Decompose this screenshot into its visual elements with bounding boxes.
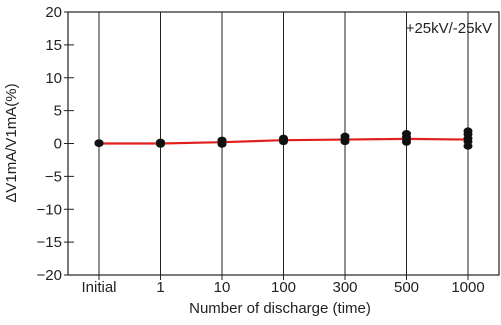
data-point xyxy=(463,127,473,135)
y-tick-label: −15 xyxy=(37,234,62,251)
x-axis-title: Number of discharge (time) xyxy=(189,300,371,317)
x-tick-label: 1000 xyxy=(451,279,484,296)
y-tick-label: −5 xyxy=(45,168,62,185)
x-tick-label: Initial xyxy=(81,279,116,296)
point-layer xyxy=(94,127,473,150)
tick-layer: Initial 1 10 100 300 500 1000 −20 −15 −10 −5 0 5 10 15… xyxy=(37,4,485,296)
y-tick-label: −20 xyxy=(37,267,62,284)
data-point xyxy=(217,136,227,144)
x-tick-label: 10 xyxy=(214,279,231,296)
y-tick-label: 20 xyxy=(45,4,62,21)
y-tick-label: 5 xyxy=(54,103,62,120)
y-axis-title: ΔV1mA/V1mA(%) xyxy=(3,83,20,202)
x-tick-label: 500 xyxy=(394,279,419,296)
annotation: +25kV/-25kV xyxy=(406,20,492,37)
y-tick-label: 10 xyxy=(45,70,62,87)
data-point xyxy=(402,130,411,138)
data-point xyxy=(279,134,288,142)
y-tick-label: −10 xyxy=(37,201,62,218)
data-point xyxy=(156,138,165,146)
x-tick-label: 1 xyxy=(156,279,164,296)
y-tick-label: 0 xyxy=(54,136,62,153)
x-tick-label: 300 xyxy=(332,279,357,296)
data-point xyxy=(94,139,104,147)
y-tick-label: 15 xyxy=(45,37,62,54)
x-tick-label: 100 xyxy=(271,279,296,296)
data-point xyxy=(340,132,350,140)
